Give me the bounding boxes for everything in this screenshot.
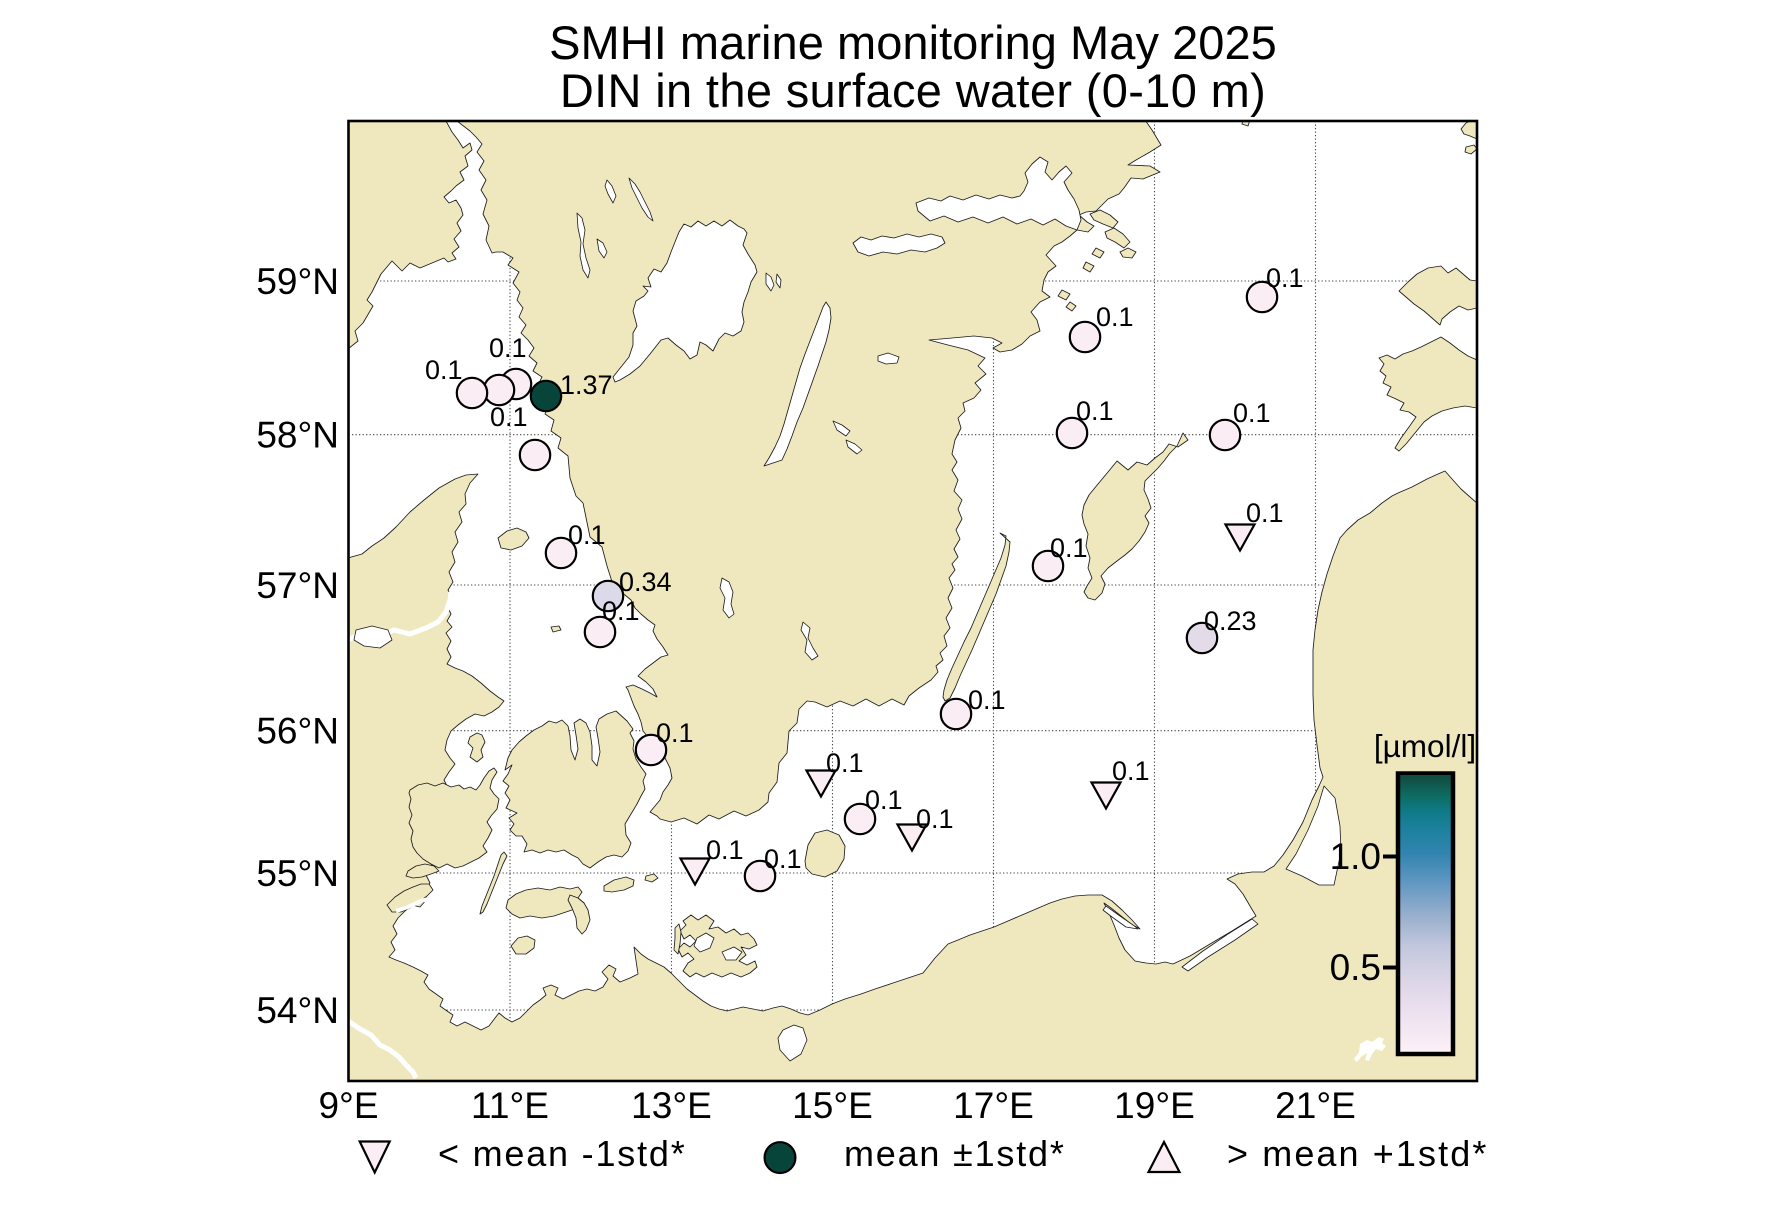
svg-text:21°E: 21°E	[1275, 1085, 1356, 1126]
svg-text:0.34: 0.34	[619, 567, 672, 597]
svg-text:19°E: 19°E	[1114, 1085, 1195, 1126]
svg-text:0.1: 0.1	[425, 355, 463, 385]
svg-text:< mean -1std*: < mean -1std*	[438, 1133, 687, 1174]
svg-text:> mean +1std*: > mean +1std*	[1227, 1133, 1488, 1174]
svg-text:1.0: 1.0	[1330, 836, 1381, 877]
svg-text:0.1: 0.1	[1246, 498, 1284, 528]
svg-text:56°N: 56°N	[256, 711, 339, 752]
svg-text:11°E: 11°E	[471, 1085, 549, 1126]
svg-text:0.1: 0.1	[865, 785, 903, 815]
svg-text:0.1: 0.1	[1096, 302, 1134, 332]
svg-text:0.23: 0.23	[1204, 606, 1257, 636]
svg-text:13°E: 13°E	[631, 1085, 712, 1126]
svg-text:17°E: 17°E	[953, 1085, 1034, 1126]
svg-text:SMHI marine monitoring May 202: SMHI marine monitoring May 2025	[549, 16, 1277, 69]
svg-text:0.1: 0.1	[1112, 756, 1150, 786]
svg-text:[µmol/l]: [µmol/l]	[1374, 728, 1476, 764]
svg-text:55°N: 55°N	[256, 853, 339, 894]
svg-text:58°N: 58°N	[256, 415, 339, 456]
svg-text:54°N: 54°N	[256, 990, 339, 1031]
svg-text:57°N: 57°N	[256, 565, 339, 606]
svg-text:0.1: 0.1	[1233, 398, 1271, 428]
svg-text:9°E: 9°E	[318, 1085, 378, 1126]
svg-text:mean ±1std*: mean ±1std*	[844, 1133, 1066, 1174]
svg-text:0.1: 0.1	[916, 804, 954, 834]
svg-text:0.1: 0.1	[826, 748, 864, 778]
svg-text:0.1: 0.1	[602, 596, 640, 626]
svg-text:1.37: 1.37	[560, 370, 613, 400]
svg-text:DIN in the surface water (0-10: DIN in the surface water (0-10 m)	[560, 64, 1266, 117]
svg-text:0.1: 0.1	[968, 685, 1006, 715]
svg-text:59°N: 59°N	[256, 261, 339, 302]
svg-text:0.1: 0.1	[706, 835, 744, 865]
svg-text:15°E: 15°E	[792, 1085, 873, 1126]
svg-text:0.1: 0.1	[489, 333, 527, 363]
svg-text:0.1: 0.1	[1076, 396, 1114, 426]
svg-text:0.1: 0.1	[1266, 263, 1304, 293]
svg-text:0.1: 0.1	[656, 718, 694, 748]
svg-text:0.1: 0.1	[568, 520, 606, 550]
svg-text:0.1: 0.1	[1050, 533, 1088, 563]
svg-text:0.5: 0.5	[1330, 947, 1381, 988]
svg-text:0.1: 0.1	[490, 402, 528, 432]
svg-text:0.1: 0.1	[764, 844, 802, 874]
